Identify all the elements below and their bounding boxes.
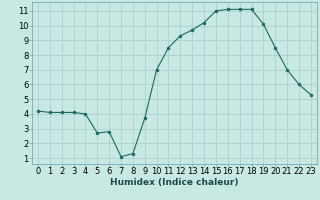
- X-axis label: Humidex (Indice chaleur): Humidex (Indice chaleur): [110, 178, 239, 187]
